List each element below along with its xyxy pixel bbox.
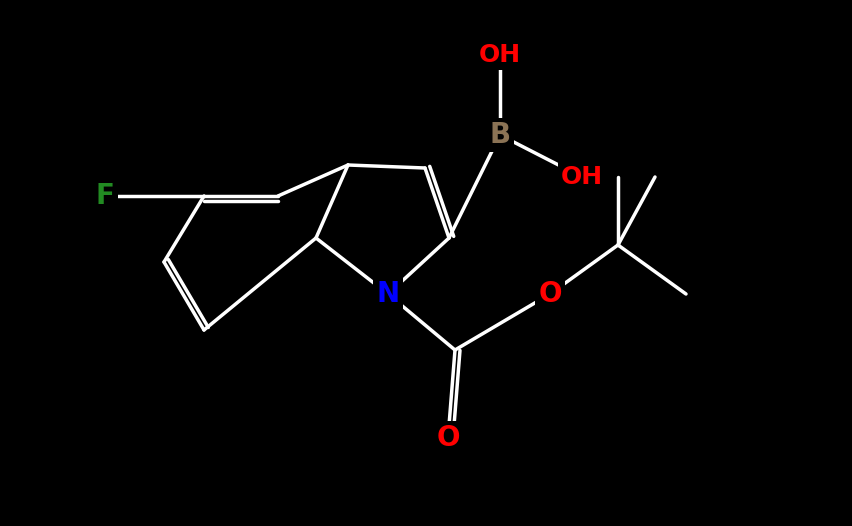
Text: O: O [538,280,561,308]
Text: O: O [436,424,460,452]
Text: F: F [95,182,114,210]
Text: B: B [489,121,510,149]
Text: OH: OH [561,165,603,189]
Text: N: N [377,280,400,308]
Text: OH: OH [479,43,521,67]
